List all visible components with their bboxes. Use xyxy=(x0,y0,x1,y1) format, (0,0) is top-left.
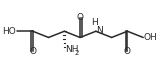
Text: HO: HO xyxy=(3,27,16,36)
Text: 2: 2 xyxy=(74,50,78,56)
Text: OH: OH xyxy=(144,33,158,42)
Text: O: O xyxy=(124,47,131,56)
Text: H: H xyxy=(91,18,98,27)
Text: NH: NH xyxy=(65,45,79,54)
Text: O: O xyxy=(29,47,36,56)
Text: O: O xyxy=(77,13,84,22)
Text: N: N xyxy=(96,25,102,35)
